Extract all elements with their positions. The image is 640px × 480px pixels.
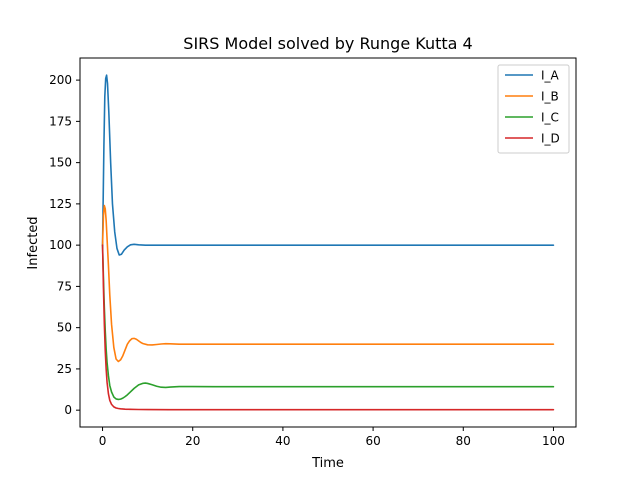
series-line-i-d xyxy=(101,244,555,411)
y-tick-label: 200 xyxy=(49,73,72,87)
x-axis: 0 20 40 60 80 100 xyxy=(99,427,565,448)
legend-label: I_B xyxy=(541,90,559,104)
plot-frame xyxy=(79,57,577,428)
y-tick-label: 25 xyxy=(57,362,72,376)
legend-label: I_D xyxy=(541,132,560,146)
y-tick-label: 50 xyxy=(57,321,72,335)
series-line-i-b xyxy=(101,204,555,363)
legend-label: I_C xyxy=(541,111,559,125)
x-tick-label: 20 xyxy=(185,434,200,448)
x-tick-label: 0 xyxy=(99,434,107,448)
x-tick-label: 80 xyxy=(456,434,471,448)
series-line-i-c xyxy=(101,244,555,401)
y-tick-label: 75 xyxy=(57,279,72,293)
y-axis-label: Infected xyxy=(26,216,41,269)
y-tick-label: 125 xyxy=(49,197,72,211)
legend-label: I_A xyxy=(541,69,560,83)
y-tick-label: 0 xyxy=(64,403,72,417)
y-axis: 0 25 50 75 100 125 150 175 200 xyxy=(49,73,80,417)
chart-title: SIRS Model solved by Runge Kutta 4 xyxy=(183,34,472,53)
x-tick-label: 60 xyxy=(365,434,380,448)
y-tick-label: 175 xyxy=(49,114,72,128)
series-layer xyxy=(101,74,555,411)
y-tick-label: 150 xyxy=(49,156,72,170)
series-line-i-a xyxy=(101,74,555,256)
legend: I_A I_B I_C I_D xyxy=(497,64,570,154)
x-axis-label: Time xyxy=(311,456,344,471)
x-tick-label: 40 xyxy=(275,434,290,448)
y-tick-label: 100 xyxy=(49,238,72,252)
legend-box xyxy=(497,64,570,154)
x-tick-label: 100 xyxy=(542,434,565,448)
